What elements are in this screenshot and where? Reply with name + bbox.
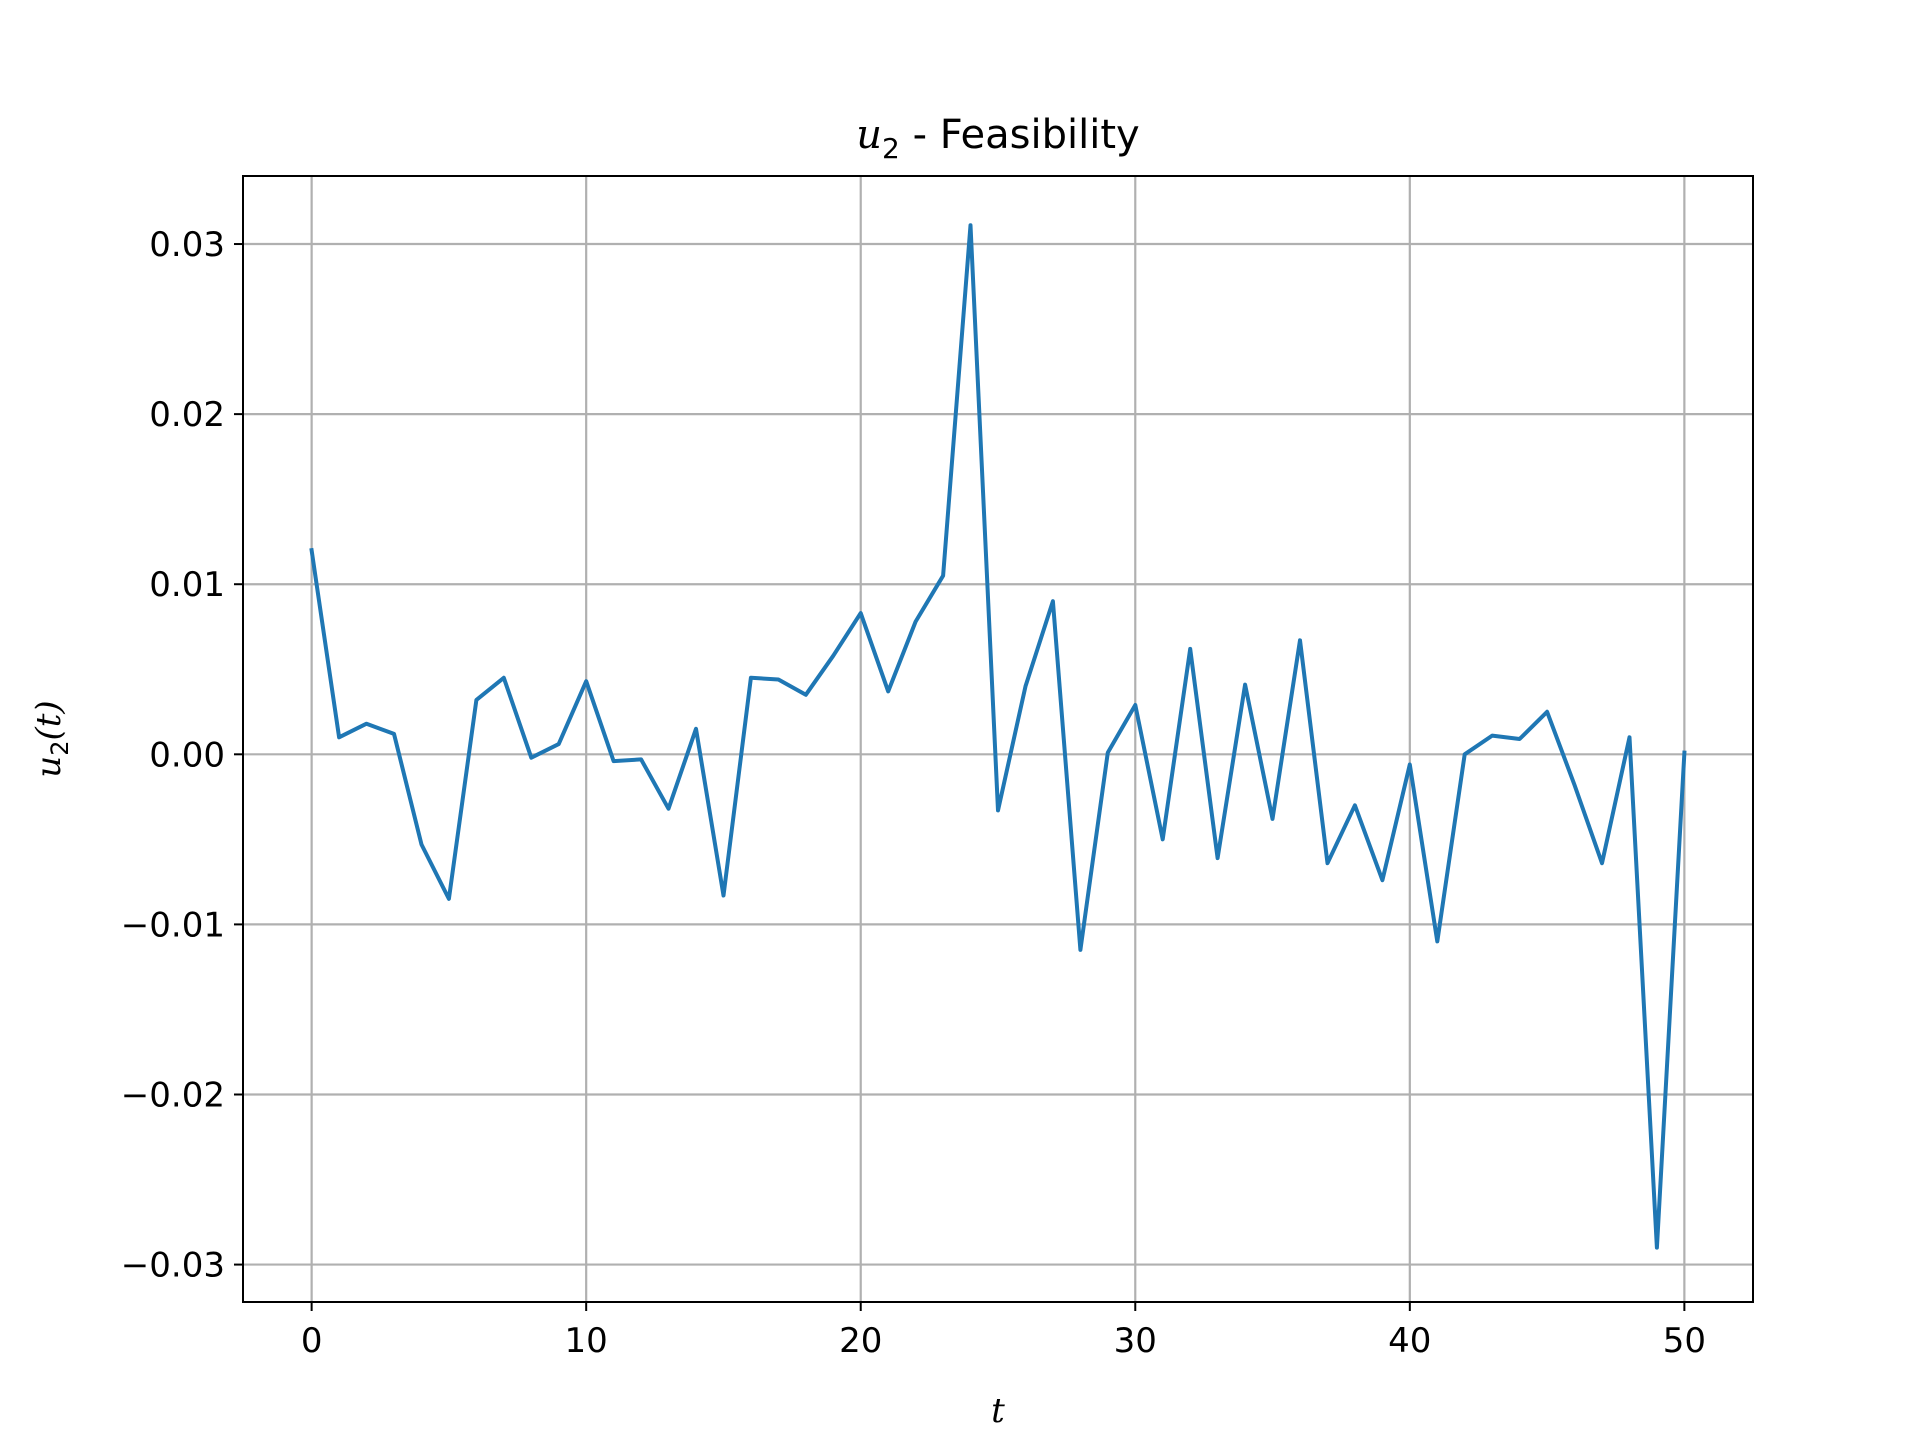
y-label-subscript: 2	[46, 741, 74, 756]
x-axis-ticks: 0 10 20 30 40 50	[301, 1302, 1706, 1361]
x-tick-label: 10	[565, 1321, 608, 1361]
x-tick-label: 0	[301, 1321, 323, 1361]
series-line	[309, 223, 1687, 1250]
y-tick-label: 0.02	[149, 395, 225, 435]
series-group	[309, 223, 1687, 1250]
x-tick-label: 20	[839, 1321, 882, 1361]
y-tick-label: 0.03	[149, 225, 225, 265]
x-tick-label: 30	[1114, 1321, 1157, 1361]
y-tick-label: −0.03	[121, 1246, 225, 1286]
y-label-symbol: u	[29, 756, 69, 778]
y-axis-ticks: −0.03 −0.02 −0.01 0.00 0.01 0.02 0.03	[121, 225, 243, 1286]
x-axis-label: t	[991, 1391, 1005, 1431]
title-subscript: 2	[882, 132, 900, 165]
plot-frame	[242, 175, 1754, 1303]
y-tick-label: −0.02	[121, 1075, 225, 1115]
y-label-arg: (t)	[29, 700, 69, 740]
title-text: - Feasibility	[900, 112, 1140, 158]
y-tick-label: 0.01	[149, 565, 225, 605]
y-tick-label: −0.01	[121, 905, 225, 945]
chart-title: u2 - Feasibility	[856, 112, 1139, 165]
y-axis-label: u2(t)	[29, 700, 74, 777]
grid-lines	[243, 176, 1753, 1302]
x-tick-label: 50	[1663, 1321, 1706, 1361]
x-tick-label: 40	[1388, 1321, 1431, 1361]
title-symbol: u	[856, 112, 882, 158]
y-tick-label: 0.00	[149, 735, 225, 775]
